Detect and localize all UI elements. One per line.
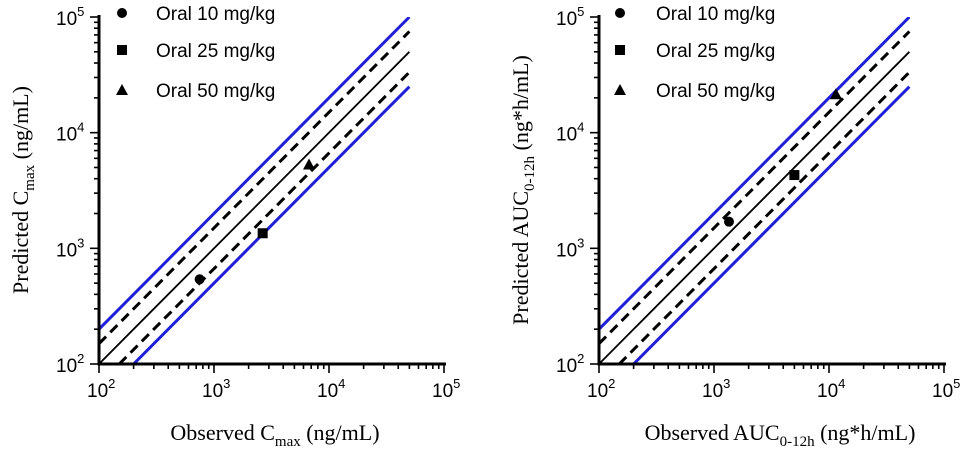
y-axis-title: Predicted Cmax (ng/mL): [8, 86, 38, 294]
x-tick-label: 103: [202, 376, 230, 402]
reference-line-2-fold-lower: [632, 85, 911, 364]
y-tick-label: 102: [56, 351, 84, 377]
x-tick-label: 105: [432, 376, 460, 402]
reference-lines: [599, 17, 911, 364]
reference-line-1-5-fold-upper: [599, 30, 911, 345]
x-tick-label: 102: [587, 376, 615, 402]
reference-line-1-5-fold-lower: [118, 71, 411, 364]
legend: Oral 10 mg/kg Oral 25 mg/kg Oral 50 mg/kg: [614, 4, 775, 102]
x-tick-label: 104: [817, 376, 845, 402]
x-axis-title: Observed Cmax (ng/mL): [170, 420, 379, 450]
data-point-square: [257, 228, 268, 239]
y-tick-label: 103: [556, 235, 584, 261]
data-points: [723, 88, 842, 227]
reference-lines: [99, 17, 411, 364]
data-point-triangle: [302, 158, 315, 170]
y-tick-label: 105: [556, 4, 584, 30]
reference-line-2-fold-lower: [132, 85, 411, 364]
data-points: [194, 158, 315, 285]
legend-marker-triangle: [116, 84, 128, 95]
reference-line-2-fold-upper: [99, 17, 411, 331]
x-axis-title: Observed AUC0-12h (ng*h/mL): [645, 420, 916, 450]
x-tick-label: 102: [87, 376, 115, 402]
legend-marker-circle: [117, 8, 127, 18]
reference-line-2-fold-upper: [599, 17, 911, 331]
y-tick-label: 105: [56, 4, 84, 30]
y-tick-label: 104: [56, 120, 84, 146]
legend-label: Oral 10 mg/kg: [156, 4, 275, 25]
data-point-circle: [194, 274, 205, 285]
y-tick-label: 103: [56, 235, 84, 261]
x-tick-label: 105: [932, 376, 960, 402]
reference-line-1-5-fold-lower: [618, 71, 911, 364]
data-point-circle: [723, 216, 734, 227]
legend: Oral 10 mg/kg Oral 25 mg/kg Oral 50 mg/kg: [116, 4, 275, 102]
legend-label: Oral 50 mg/kg: [156, 81, 275, 102]
reference-line-line-of-unity: [599, 51, 911, 364]
legend-marker-square: [615, 45, 625, 55]
reference-line-line-of-unity: [99, 51, 411, 364]
legend-marker-circle: [615, 8, 625, 18]
reference-line-1-5-fold-upper: [99, 30, 411, 345]
y-tick-label: 102: [556, 351, 584, 377]
legend-label: Oral 50 mg/kg: [656, 81, 775, 102]
legend-marker-square: [117, 45, 127, 55]
y-tick-label: 104: [556, 120, 584, 146]
data-point-triangle: [829, 88, 842, 100]
y-axis-title: Predicted AUC0-12h (ng*h/mL): [508, 55, 538, 325]
legend-marker-triangle: [614, 84, 626, 95]
x-tick-label: 103: [702, 376, 730, 402]
x-tick-label: 104: [317, 376, 345, 402]
data-point-square: [789, 170, 800, 181]
legend-label: Oral 10 mg/kg: [656, 4, 775, 25]
legend-label: Oral 25 mg/kg: [156, 41, 275, 62]
legend-label: Oral 25 mg/kg: [656, 41, 775, 62]
